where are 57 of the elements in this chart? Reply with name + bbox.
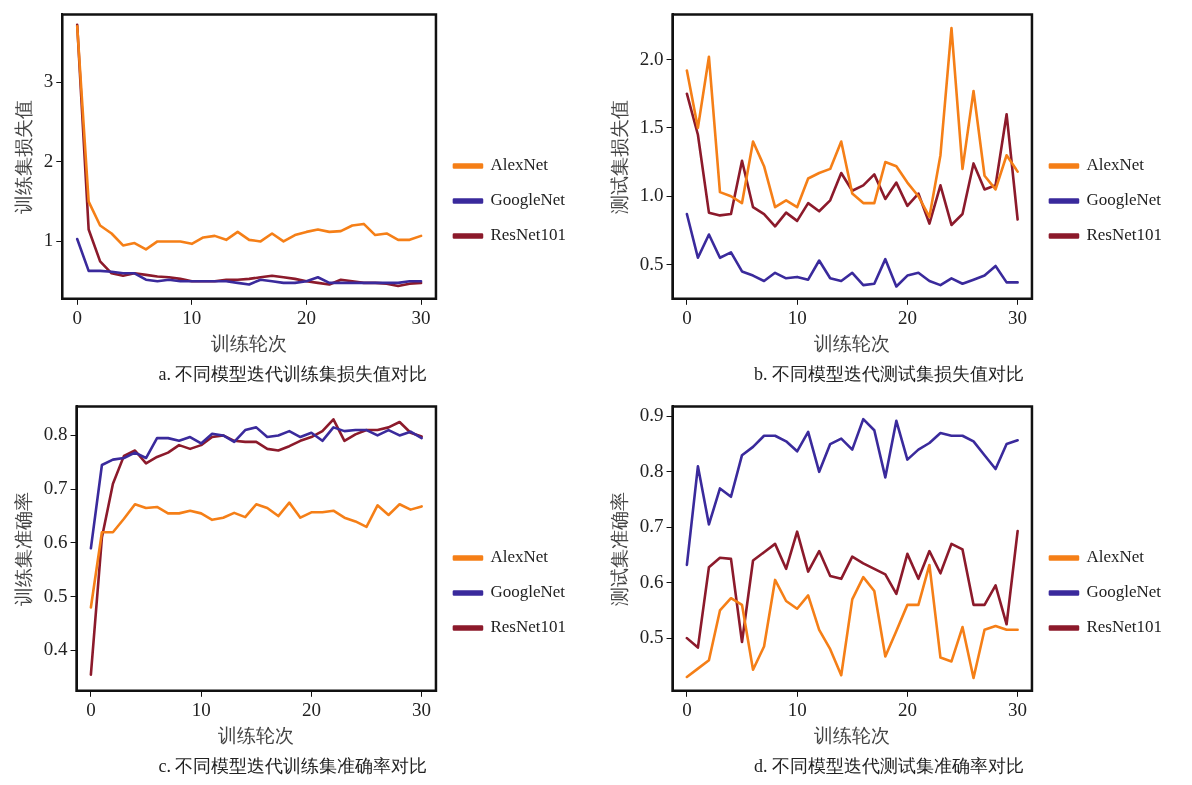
- x-tick-label: 10: [787, 699, 807, 721]
- x-tick-label: 10: [182, 307, 202, 329]
- legend-label: GoogleNet: [490, 582, 566, 602]
- y-axis-title: 测试集损失值: [609, 99, 631, 214]
- legend-label: GoogleNet: [1086, 190, 1162, 210]
- y-tick-label: 0.5: [43, 584, 68, 606]
- x-tick-label: 0: [682, 699, 692, 721]
- x-tick-label: 30: [1008, 699, 1028, 721]
- x-tick-label: 30: [411, 307, 431, 329]
- y-tick-label: 0.7: [639, 515, 664, 537]
- y-tick-label: 1.0: [639, 184, 664, 206]
- x-tick-label: 0: [86, 699, 96, 721]
- x-tick-label: 10: [191, 699, 211, 721]
- legend-label: GoogleNet: [490, 190, 566, 210]
- x-tick-label: 0: [682, 307, 692, 329]
- text: c. 不同模型迭代训练集准确率对比: [158, 755, 428, 776]
- text: d. 不同模型迭代测试集准确率对比: [754, 755, 1024, 776]
- y-tick-label: 1: [43, 229, 54, 251]
- x-tick-label: 20: [897, 699, 917, 721]
- x-tick-label: 20: [296, 307, 316, 329]
- y-tick-label: 0.8: [43, 423, 68, 445]
- legend-label: AlexNet: [490, 547, 549, 567]
- x-tick-label: 0: [72, 307, 82, 329]
- y-tick-label: 0.9: [639, 404, 664, 426]
- legend-label: ResNet101: [490, 617, 566, 637]
- legend-label: ResNet101: [490, 225, 566, 245]
- y-tick-label: 0.5: [639, 252, 664, 274]
- legend-label: AlexNet: [490, 155, 549, 175]
- x-tick-label: 20: [897, 307, 917, 329]
- y-tick-label: 1.5: [639, 115, 664, 137]
- y-tick-label: 0.8: [639, 459, 664, 481]
- x-tick-label: 10: [787, 307, 807, 329]
- y-axis-title: 训练集准确率: [13, 491, 35, 606]
- text: a. 不同模型迭代训练集损失值对比: [158, 363, 428, 384]
- x-tick-label: 30: [412, 699, 432, 721]
- y-tick-label: 0.6: [43, 530, 68, 552]
- y-tick-label: 0.7: [43, 477, 68, 499]
- y-tick-label: 3: [43, 70, 54, 92]
- x-tick-label: 20: [301, 699, 321, 721]
- x-axis-title: 训练轮次: [814, 724, 891, 746]
- y-tick-label: 2.0: [639, 47, 664, 69]
- x-axis-title: 训练轮次: [814, 332, 891, 354]
- x-tick-label: 30: [1008, 307, 1028, 329]
- y-tick-label: 0.5: [639, 626, 664, 648]
- y-tick-label: 0.6: [639, 570, 664, 592]
- x-axis-title: 训练轮次: [218, 724, 295, 746]
- y-axis-title: 测试集准确率: [609, 491, 631, 606]
- legend-label: AlexNet: [1086, 547, 1145, 567]
- legend-label: ResNet101: [1086, 617, 1162, 637]
- x-axis-title: 训练轮次: [211, 332, 288, 354]
- legend-label: AlexNet: [1086, 155, 1145, 175]
- y-tick-label: 2: [43, 149, 54, 171]
- y-tick-label: 0.4: [43, 638, 69, 660]
- legend-label: GoogleNet: [1086, 582, 1162, 602]
- text: b. 不同模型迭代测试集损失值对比: [754, 363, 1024, 384]
- legend-label: ResNet101: [1086, 225, 1162, 245]
- y-axis-title: 训练集损失值: [13, 99, 35, 214]
